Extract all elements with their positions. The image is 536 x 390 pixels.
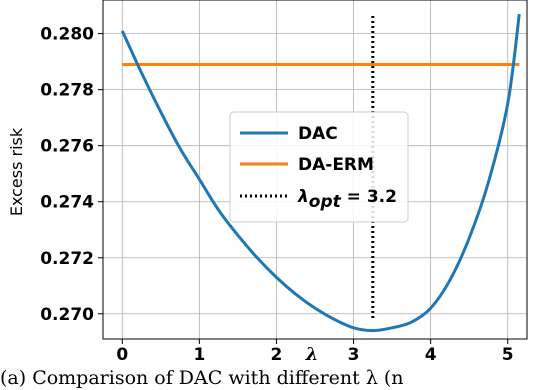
y-axis-label: Excess risk	[7, 127, 26, 216]
y-tick-label: 0.274	[40, 193, 94, 213]
y-tick-label: 0.278	[40, 81, 94, 101]
figure-caption: (a) Comparison of DAC with different λ (…	[0, 367, 404, 389]
y-tick-label: 0.270	[40, 305, 94, 325]
legend-box	[229, 111, 409, 223]
x-tick-label: 0	[116, 345, 128, 365]
x-tick-label: 4	[425, 345, 437, 365]
x-tick-label: 1	[193, 345, 205, 365]
y-tick-label: 0.280	[40, 25, 94, 45]
legend-label-lambda-opt: λopt = 3.2	[297, 187, 397, 212]
x-tick-label: 2	[271, 345, 283, 365]
x-tick-label: 5	[502, 345, 514, 365]
series-line-dac	[120, 13, 521, 333]
tick-labels: 0 1 2 3 4 5 0.270 0.272 0.274 0.276 0.278 0.280	[40, 25, 513, 365]
legend-label-dac: DAC	[298, 124, 338, 144]
legend-lambda-value: = 3.2	[341, 187, 397, 207]
y-tick-label: 0.276	[40, 137, 94, 157]
y-tick-label: 0.272	[40, 249, 94, 269]
x-tick-label: 3	[348, 345, 360, 365]
legend: DAC DA-ERM λopt = 3.2	[229, 111, 409, 223]
x-axis-label: λ	[305, 344, 319, 365]
legend-label-da-erm: DA-ERM	[298, 155, 374, 175]
legend-lambda-symbol: λ	[297, 187, 309, 207]
legend-lambda-subscript: opt	[309, 192, 342, 212]
plot-frame	[102, 0, 528, 340]
